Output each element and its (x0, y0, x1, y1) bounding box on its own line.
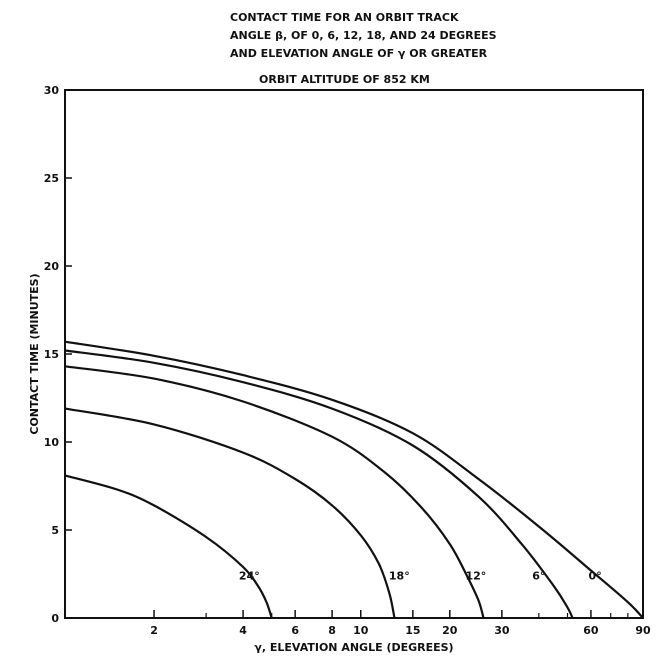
curve-label: 18° (389, 569, 410, 582)
chart-title: CONTACT TIME FOR AN ORBIT TRACK ANGLE β,… (230, 11, 497, 86)
y-tick-label: 15 (44, 348, 59, 361)
y-axis: 0 5 10 15 20 25 30 (44, 84, 72, 625)
x-tick-label: 10 (353, 624, 369, 637)
chart-subtitle: ORBIT ALTITUDE OF 852 KM (259, 73, 430, 86)
title-line-2: ANGLE β, OF 0, 6, 12, 18, AND 24 DEGREES (230, 29, 497, 42)
x-tick-label: 6 (291, 624, 299, 637)
y-axis-label: CONTACT TIME (MINUTES) (28, 273, 41, 434)
curve-label: 24° (239, 569, 260, 582)
curve-label: 12° (465, 569, 486, 582)
y-tick-label: 20 (44, 260, 60, 273)
y-tick-label: 0 (51, 612, 59, 625)
x-tick-label: 8 (328, 624, 336, 637)
plot-frame (64, 89, 644, 619)
series-line-6-deg (64, 349, 574, 619)
series-line-12-deg (64, 365, 485, 619)
title-line-1: CONTACT TIME FOR AN ORBIT TRACK (230, 11, 459, 24)
curve-labels: 24° 18° 12° 6° 0° (239, 569, 602, 582)
title-line-3: AND ELEVATION ANGLE OF γ OR GREATER (230, 47, 488, 60)
series-layer (64, 340, 644, 619)
x-tick-label: 4 (239, 624, 247, 637)
x-tick-label: 60 (583, 624, 599, 637)
x-tick-label: 15 (405, 624, 420, 637)
x-tick-label: 30 (494, 624, 510, 637)
x-axis-label: γ, ELEVATION ANGLE (DEGREES) (254, 641, 453, 654)
x-tick-label: 20 (442, 624, 458, 637)
x-axis: 2 4 6 8 10 15 20 30 60 90 (150, 610, 651, 637)
y-tick-label: 25 (44, 172, 59, 185)
y-tick-label: 30 (44, 84, 60, 97)
y-tick-label: 10 (44, 436, 60, 449)
curve-label: 0° (589, 569, 602, 582)
x-tick-label: 2 (150, 624, 158, 637)
curve-label: 6° (532, 569, 545, 582)
x-tick-label: 90 (635, 624, 651, 637)
y-tick-label: 5 (51, 524, 59, 537)
series-line-0-deg (64, 340, 644, 619)
series-line-18-deg (64, 407, 396, 619)
series-line-24-deg (64, 474, 273, 619)
